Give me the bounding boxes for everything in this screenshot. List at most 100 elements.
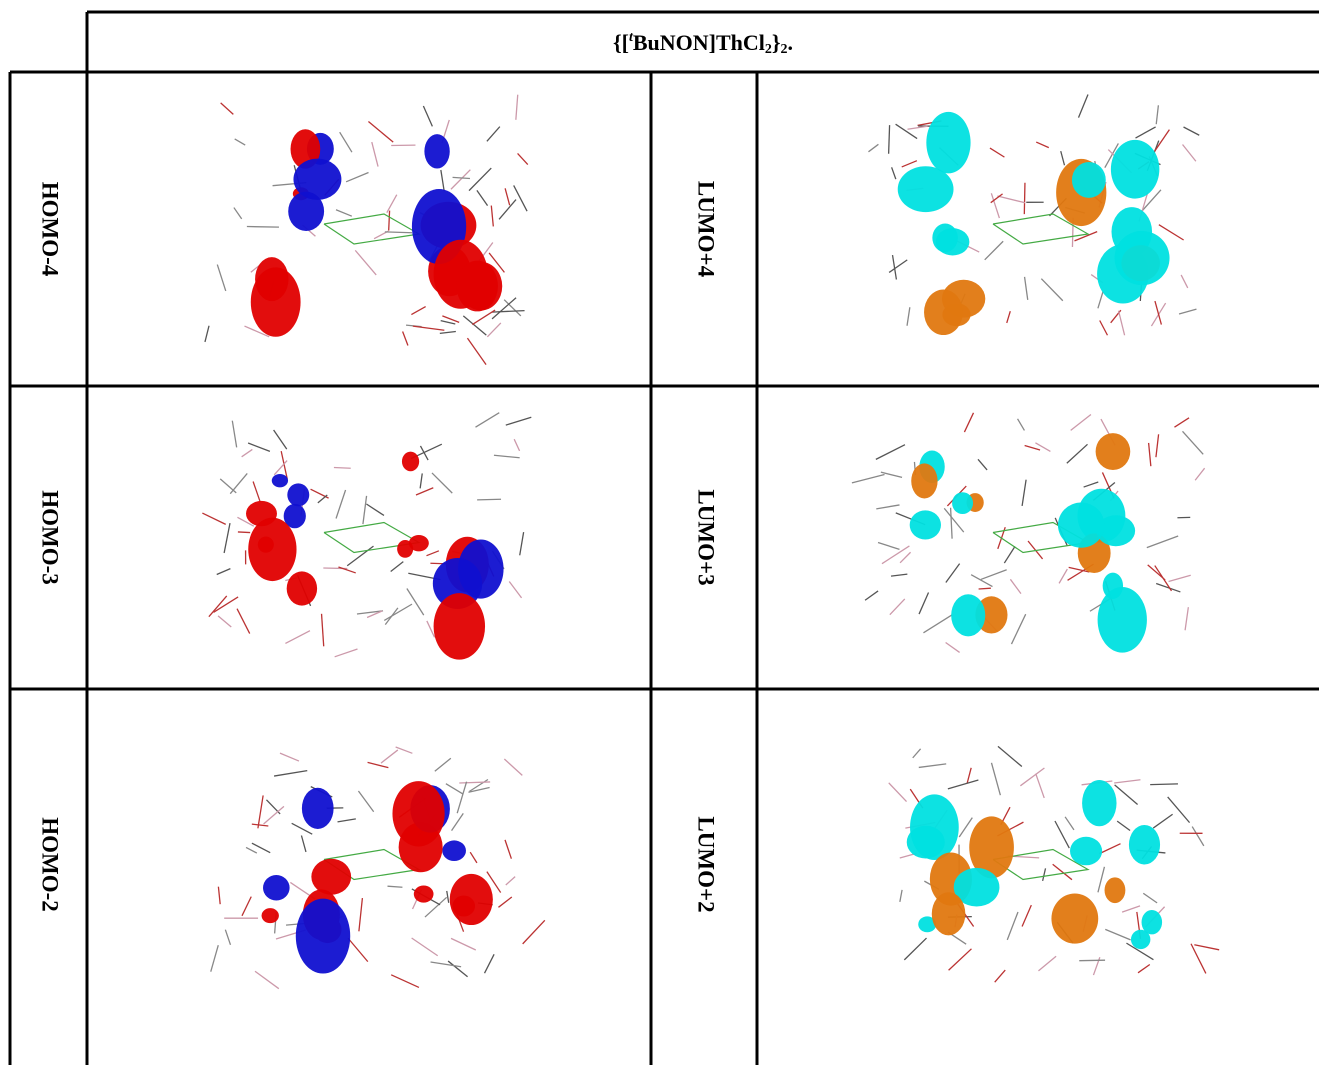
bond — [467, 338, 486, 364]
bond — [1036, 774, 1044, 798]
bond — [1079, 95, 1088, 118]
bond — [1159, 225, 1184, 240]
bond — [368, 122, 393, 143]
bond — [389, 211, 390, 231]
orbital-image — [205, 95, 528, 365]
bond — [868, 144, 878, 152]
bond — [477, 499, 501, 500]
orbital-lobe — [248, 518, 296, 581]
bond — [520, 532, 524, 555]
bond — [403, 332, 408, 346]
bond — [441, 170, 444, 191]
bond — [427, 621, 435, 637]
bond — [504, 300, 521, 316]
orbital-image — [889, 746, 1219, 982]
bond — [285, 631, 310, 644]
table-title: {[tBuNON]ThCl2}2. — [613, 30, 793, 57]
bond — [242, 897, 251, 916]
bond — [1084, 482, 1099, 487]
bond — [407, 588, 424, 615]
bond — [1154, 130, 1169, 152]
bond — [904, 938, 926, 960]
bond — [1010, 579, 1021, 593]
bond — [1155, 301, 1161, 325]
bond — [514, 439, 519, 451]
bond — [506, 877, 515, 885]
bond — [318, 495, 327, 503]
bond — [202, 513, 225, 524]
bond — [391, 562, 404, 572]
orbital-lobe — [932, 892, 966, 935]
orbital-lobe — [1105, 877, 1126, 903]
bond — [498, 897, 511, 907]
bond — [1138, 964, 1150, 972]
bond — [366, 504, 384, 515]
bond — [1191, 944, 1206, 974]
orbital-lobe — [924, 289, 963, 335]
bond — [509, 582, 521, 598]
bond — [264, 806, 284, 824]
bond — [459, 782, 490, 783]
orbital-lobe — [1131, 930, 1150, 949]
bond — [232, 421, 236, 448]
bond — [949, 949, 972, 970]
bond — [221, 103, 234, 114]
bond — [1071, 414, 1091, 430]
bond — [1153, 814, 1172, 828]
orbital-label: HOMO-2 — [38, 817, 63, 912]
bond — [1119, 311, 1125, 336]
bond — [324, 214, 419, 244]
bond — [247, 227, 279, 228]
orbital-lobe — [1051, 894, 1098, 944]
orbital-label: HOMO-3 — [38, 490, 63, 585]
bond — [896, 124, 918, 138]
bond — [1055, 821, 1069, 848]
bond — [412, 938, 438, 956]
bond — [1184, 127, 1200, 135]
bond — [470, 852, 477, 863]
bond — [1036, 142, 1049, 148]
bond — [892, 167, 896, 179]
bond — [432, 473, 452, 493]
bond — [472, 310, 495, 324]
bond — [889, 125, 890, 154]
bond — [1183, 145, 1196, 162]
bond — [214, 597, 239, 612]
bond — [391, 975, 419, 988]
bond — [255, 971, 279, 988]
bond — [477, 190, 488, 205]
bond — [1156, 105, 1158, 124]
bond — [452, 813, 464, 830]
bond — [504, 759, 522, 775]
title-part: {[ — [613, 30, 629, 55]
bond — [946, 564, 960, 583]
bond — [485, 954, 495, 973]
orbital-image — [868, 95, 1199, 336]
orbital-lobe — [1129, 825, 1160, 864]
bond — [1192, 827, 1204, 846]
orbital-lobe — [402, 452, 419, 472]
bond — [1018, 419, 1025, 431]
bond — [274, 430, 287, 449]
orbital-lobe — [409, 535, 429, 551]
bond — [448, 961, 467, 977]
orbital-lobe — [1058, 503, 1105, 548]
bond — [1059, 569, 1067, 583]
bond — [1024, 183, 1025, 214]
bond — [919, 592, 928, 614]
bond — [1079, 960, 1105, 961]
bond — [435, 758, 451, 771]
bond — [475, 413, 499, 428]
orbital-lobe — [251, 267, 301, 336]
bond — [451, 938, 476, 950]
bond — [967, 768, 971, 784]
bond — [205, 326, 209, 342]
bond — [505, 188, 510, 205]
bond — [218, 887, 220, 905]
bond — [907, 307, 910, 325]
bond — [978, 459, 987, 470]
orbital-label: LUMO+3 — [694, 489, 719, 585]
bond — [946, 642, 960, 652]
bond — [336, 210, 352, 216]
orbital-lobe — [1111, 140, 1159, 199]
